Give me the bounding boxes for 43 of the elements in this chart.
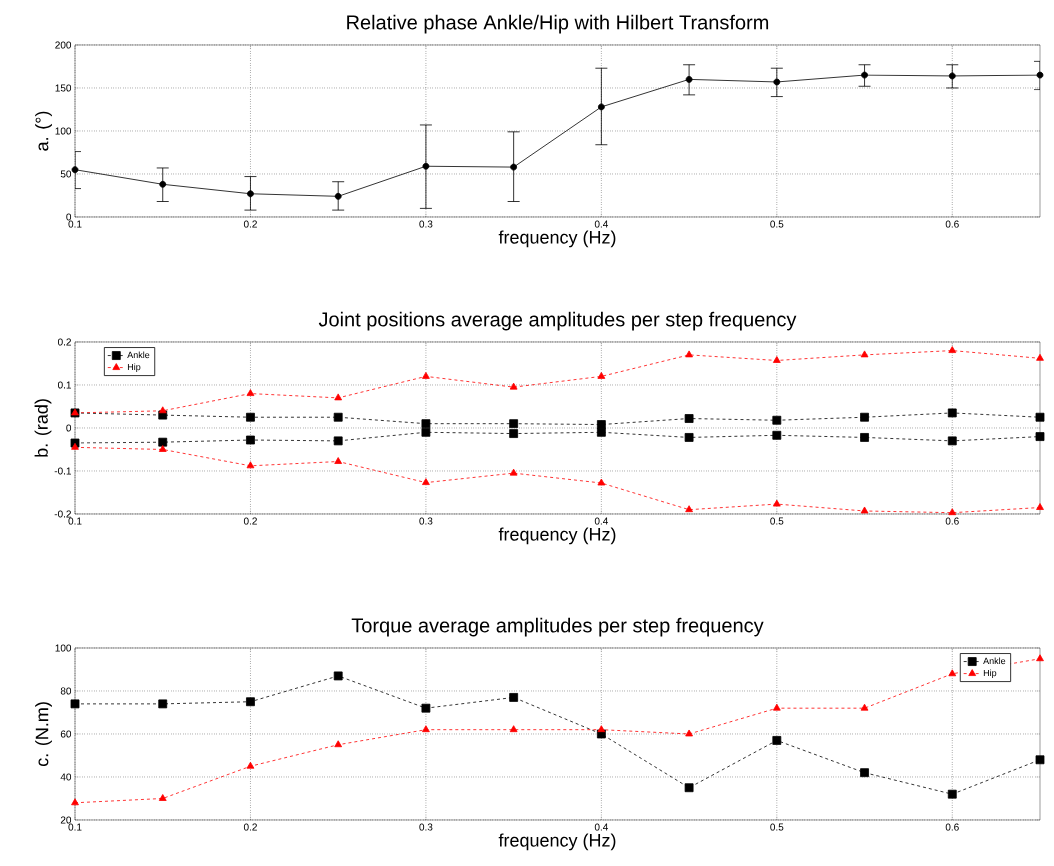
y-axis-title: a. (°)	[35, 111, 52, 151]
y-tick-label: 200	[55, 41, 72, 49]
y-tick-label: 0	[66, 424, 72, 432]
chart-title: Relative phase Ankle/Hip with Hilbert Transform	[347, 14, 769, 34]
x-tick-label: 0.4	[594, 823, 609, 831]
legend-label: Ankle	[983, 657, 1006, 665]
y-tick-label: 60	[60, 730, 72, 738]
x-tick-label: 0.2	[243, 220, 257, 228]
legend-label: Hip	[127, 363, 141, 372]
chart-title: Torque average amplitudes per step frequency	[351, 617, 764, 637]
y-tick-label: 0	[66, 213, 72, 221]
y-tick-label: -0.2	[54, 510, 71, 518]
y-axis-title: b. (rad)	[34, 399, 52, 457]
y-tick-label: 0.2	[57, 338, 71, 346]
x-tick-label: 0.4	[594, 517, 609, 525]
x-tick-label: 0.5	[770, 823, 784, 831]
x-tick-label: 0.6	[945, 517, 959, 525]
x-tick-label: 0.3	[419, 220, 433, 228]
y-tick-label: 50	[60, 170, 72, 178]
y-tick-label: 80	[60, 687, 72, 695]
x-tick-label: 0.6	[945, 823, 959, 831]
x-axis-title: frequency (Hz)	[498, 833, 616, 851]
x-tick-label: 0.6	[945, 220, 959, 228]
chart-title: Joint positions average amplitudes per step frequency	[318, 311, 797, 331]
x-tick-label: 0.5	[770, 220, 784, 228]
y-tick-label: 100	[55, 644, 72, 652]
x-tick-label: 0.3	[419, 517, 433, 525]
x-axis-title: frequency (Hz)	[498, 527, 616, 545]
legend-label: Ankle	[127, 351, 150, 359]
y-axis-title: c. (N.m)	[35, 702, 52, 767]
y-tick-label: 150	[55, 84, 72, 92]
y-tick-label: -0.1	[54, 467, 71, 475]
x-tick-label: 0.3	[419, 823, 433, 831]
y-tick-label: 100	[55, 127, 72, 135]
x-tick-label: 0.2	[243, 823, 257, 831]
x-tick-label: 0.2	[243, 517, 257, 525]
y-tick-label: 40	[60, 773, 72, 781]
y-tick-label: 0.1	[57, 381, 71, 389]
x-tick-label: 0.5	[770, 517, 784, 525]
legend-label: Hip	[983, 669, 997, 678]
x-axis-title: frequency (Hz)	[498, 230, 616, 248]
x-tick-label: 0.4	[594, 220, 609, 228]
y-tick-label: 20	[60, 816, 72, 824]
